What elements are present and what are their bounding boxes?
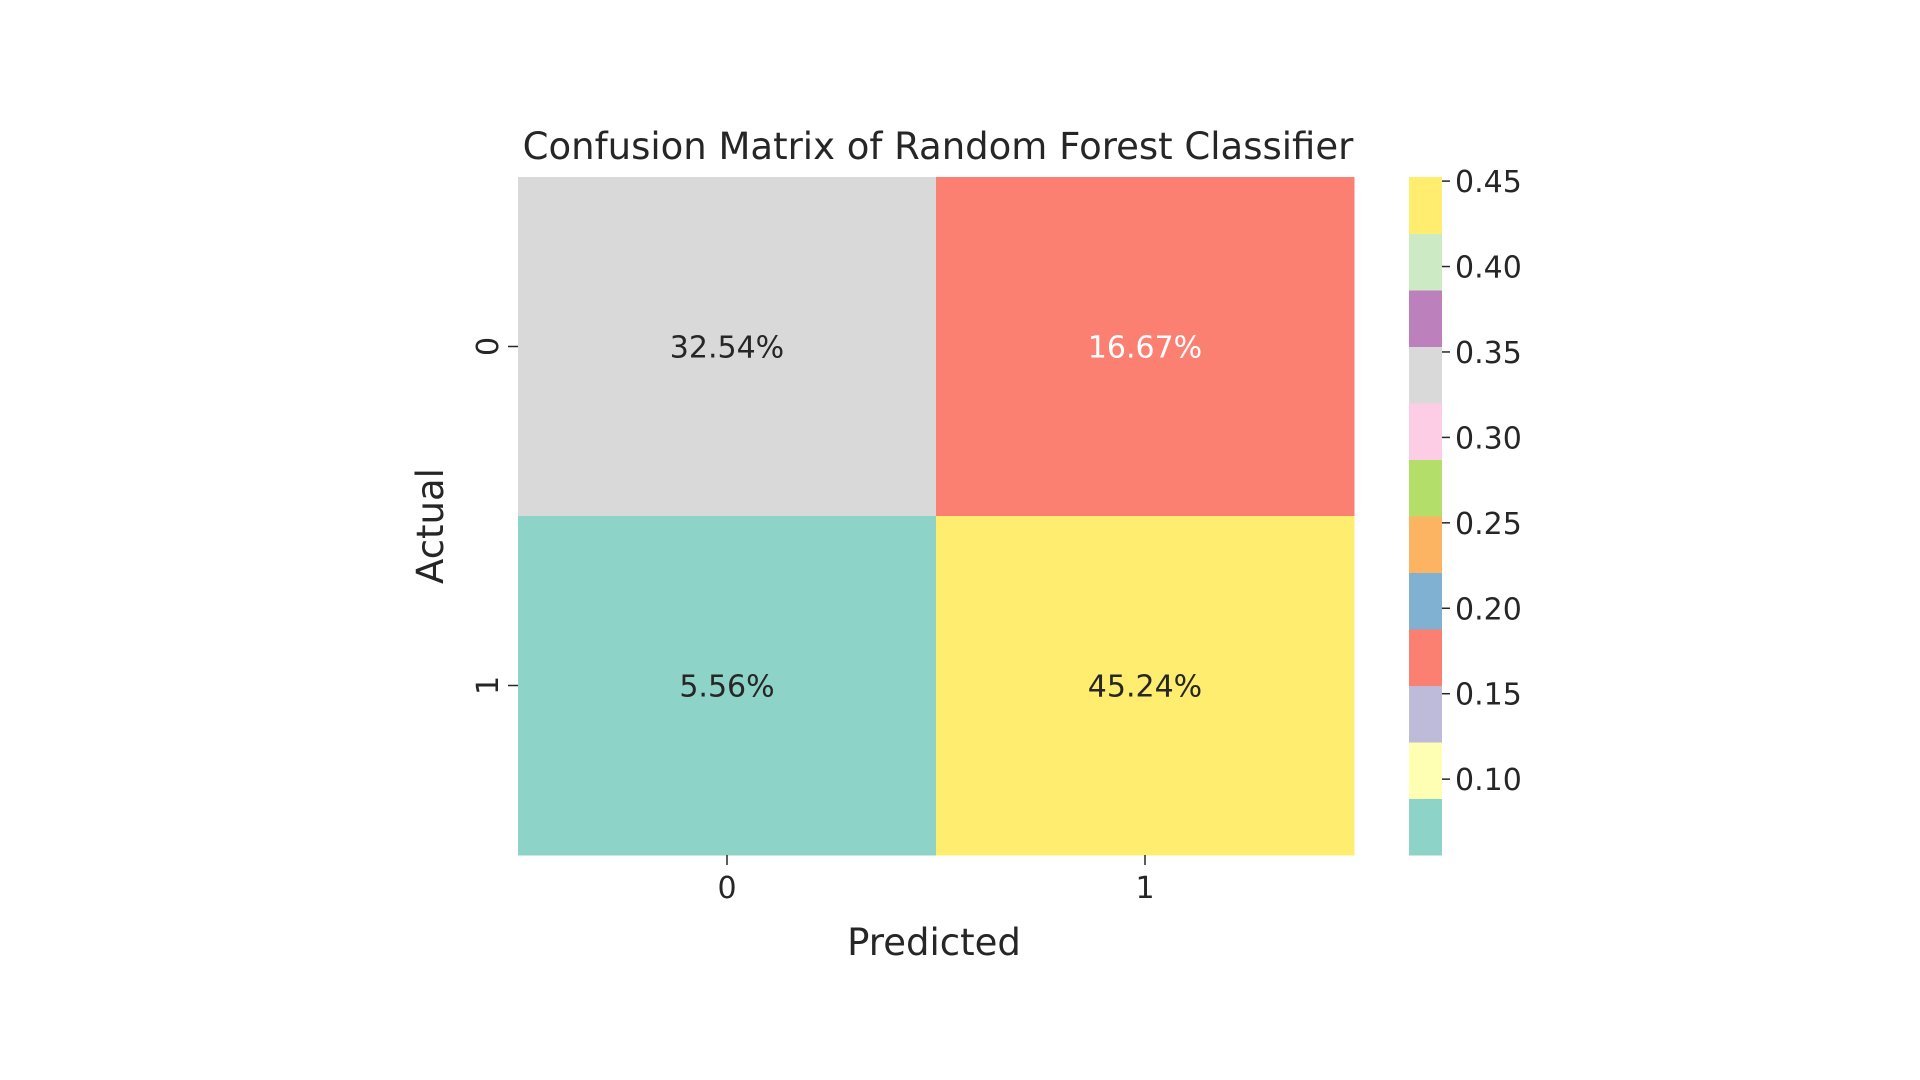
heatmap-cell-r1-c0: [518, 516, 937, 856]
cell-annotation-r1-c1: 45.24%: [1088, 670, 1202, 705]
colorbar-segment-4: [1409, 572, 1442, 630]
colorbar-tick-label-3: 0.25: [1455, 507, 1522, 542]
colorbar-tick-label-5: 0.35: [1455, 336, 1522, 371]
heatmap-cell-r0-c1: [936, 177, 1355, 517]
heatmap-cell-r1-c1: [936, 516, 1355, 856]
x-tick-label-1: 1: [1135, 871, 1154, 906]
colorbar: 0.10 0.15 0.20 0.25 0.30 0.35 0.40 0.45: [1409, 165, 1522, 856]
colorbar-segment-8: [1409, 346, 1442, 404]
heatmap-cells: [518, 177, 1355, 856]
colorbar-segment-1: [1409, 742, 1442, 799]
colorbar-tick-label-2: 0.20: [1455, 592, 1522, 627]
x-tick-label-0: 0: [717, 871, 736, 906]
colorbar-tick-label-1: 0.15: [1455, 678, 1522, 713]
colorbar-tick-label-7: 0.45: [1455, 165, 1522, 200]
colorbar-segment-2: [1409, 685, 1442, 743]
y-tick-label-1: 1: [471, 676, 506, 695]
heatmap-annotations: 32.54% 16.67% 5.56% 45.24%: [670, 331, 1202, 705]
chart-title: Confusion Matrix of Random Forest Classi…: [523, 125, 1354, 168]
colorbar-segment-6: [1409, 459, 1442, 517]
x-axis-label: Predicted: [847, 921, 1021, 964]
cell-annotation-r0-c0: 32.54%: [670, 331, 784, 366]
colorbar-tick-label-6: 0.40: [1455, 251, 1522, 286]
y-tick-label-0: 0: [471, 337, 506, 356]
cell-annotation-r1-c0: 5.56%: [679, 670, 774, 705]
colorbar-segment-3: [1409, 629, 1442, 686]
y-axis: 01: [471, 337, 518, 695]
colorbar-segment-5: [1409, 516, 1442, 573]
colorbar-segment-10: [1409, 233, 1442, 291]
colorbar-segment-0: [1409, 798, 1442, 856]
y-axis-label: Actual: [409, 468, 452, 584]
colorbar-segment-7: [1409, 403, 1442, 460]
colorbar-tick-label-4: 0.30: [1455, 421, 1522, 456]
colorbar-segment-9: [1409, 290, 1442, 347]
heatmap-cell-r0-c0: [518, 177, 937, 517]
colorbar-tick-label-0: 0.10: [1455, 763, 1522, 798]
colorbar-segment-11: [1409, 177, 1442, 234]
cell-annotation-r0-c1: 16.67%: [1088, 331, 1202, 366]
